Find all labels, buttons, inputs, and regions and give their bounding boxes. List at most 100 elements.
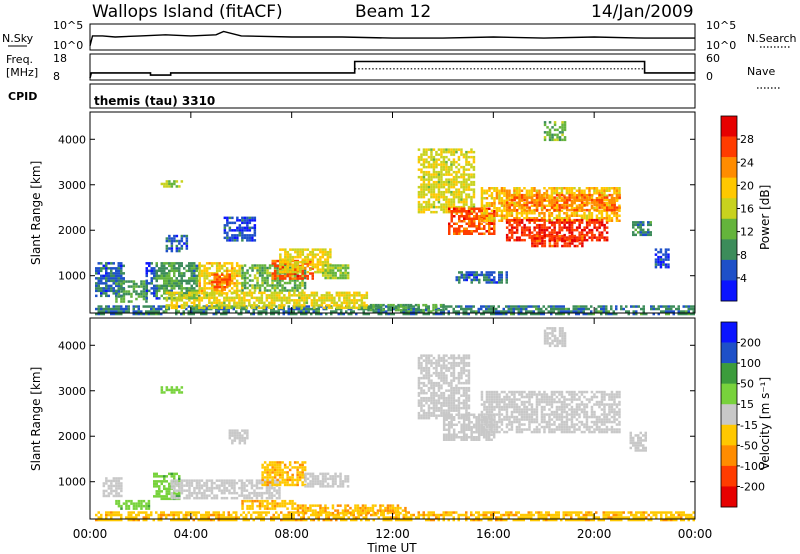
power-cell <box>232 307 235 311</box>
power-cell <box>193 279 196 283</box>
power-cell <box>160 307 163 311</box>
power-cell <box>518 212 521 215</box>
power-cell <box>582 312 585 316</box>
power-cell <box>427 205 431 209</box>
power-cell <box>329 276 332 280</box>
power-cell <box>236 216 239 220</box>
power-cell <box>550 223 554 227</box>
power-cell <box>228 229 232 232</box>
velocity-cell <box>217 516 220 519</box>
power-cell <box>578 242 582 245</box>
frequency-panel-frame <box>89 53 696 81</box>
power-cell <box>198 279 201 283</box>
power-cell <box>462 307 465 311</box>
power-cell <box>120 267 123 270</box>
power-cell <box>615 196 619 199</box>
power-cell <box>488 187 491 190</box>
power-cell <box>602 310 605 313</box>
power-cell <box>235 301 239 305</box>
power-cell <box>618 214 621 217</box>
power-cell <box>613 197 616 200</box>
power-cell <box>208 301 211 305</box>
power-cell <box>583 226 586 229</box>
power-cell <box>585 231 589 234</box>
power-cell <box>142 290 146 293</box>
power-cell <box>120 274 123 278</box>
power-cell <box>500 278 503 282</box>
power-cell <box>278 306 281 310</box>
power-cell <box>468 212 471 215</box>
power-cell <box>520 196 524 199</box>
power-cell <box>468 215 471 218</box>
power-cell <box>333 299 336 302</box>
power-cell <box>527 310 530 313</box>
velocity-cell <box>590 513 593 517</box>
velocity-cell <box>647 518 650 522</box>
power-cell <box>291 279 294 282</box>
power-cell <box>432 205 436 209</box>
power-cell <box>515 217 519 220</box>
power-cell <box>573 207 576 210</box>
velocity-cell <box>372 513 375 517</box>
power-cell <box>270 291 274 295</box>
power-cell <box>535 217 539 220</box>
velocity-cell <box>422 516 425 519</box>
power-cell <box>295 307 298 311</box>
power-cell <box>215 262 219 265</box>
power-cell <box>210 262 214 265</box>
power-cell <box>450 183 453 186</box>
velocity-cell <box>150 513 153 517</box>
power-cell <box>289 274 292 278</box>
power-cell <box>558 223 561 227</box>
power-cell <box>662 310 665 313</box>
power-cell <box>495 194 499 197</box>
power-cell <box>548 237 552 240</box>
power-cell <box>548 138 552 142</box>
power-cell <box>320 296 324 300</box>
power-cell <box>580 217 584 220</box>
power-cell <box>298 284 302 287</box>
power-cell <box>165 182 169 186</box>
power-cell <box>281 279 284 282</box>
velocity-cell <box>480 518 483 522</box>
power-cell <box>157 305 160 308</box>
power-cell <box>457 148 461 151</box>
power-cell <box>468 210 471 213</box>
power-cell <box>455 212 458 215</box>
power-cell <box>195 291 199 295</box>
power-cell <box>670 307 673 311</box>
power-cell <box>281 248 285 251</box>
power-cell <box>665 307 668 311</box>
power-cell <box>618 187 621 190</box>
power-cell <box>190 284 193 288</box>
power-cell <box>238 269 241 273</box>
power-cell <box>299 253 302 256</box>
power-cell <box>487 305 490 308</box>
power-cell <box>647 231 650 234</box>
power-cell <box>283 281 287 285</box>
velocity-cell <box>595 511 598 514</box>
power-cell <box>120 297 123 301</box>
power-cell <box>630 305 633 308</box>
power-cell <box>120 280 123 283</box>
power-cell <box>480 194 484 197</box>
power-cell <box>649 233 652 237</box>
power-cell <box>457 163 461 166</box>
power-cell <box>517 307 520 311</box>
power-cell <box>178 274 181 278</box>
power-cell <box>266 281 269 285</box>
power-cell <box>348 291 351 295</box>
power-cell <box>563 196 566 199</box>
power-cell <box>478 220 481 223</box>
power-cell <box>308 296 311 300</box>
velocity-cell <box>257 511 260 514</box>
power-cell <box>284 265 287 269</box>
power-cell <box>540 231 544 234</box>
power-cell <box>95 282 98 285</box>
velocity-cell <box>162 513 165 517</box>
power-cell <box>455 232 458 235</box>
power-cell <box>223 274 226 278</box>
power-cell <box>598 233 601 237</box>
power-cell <box>533 221 536 224</box>
power-cell <box>233 284 236 288</box>
